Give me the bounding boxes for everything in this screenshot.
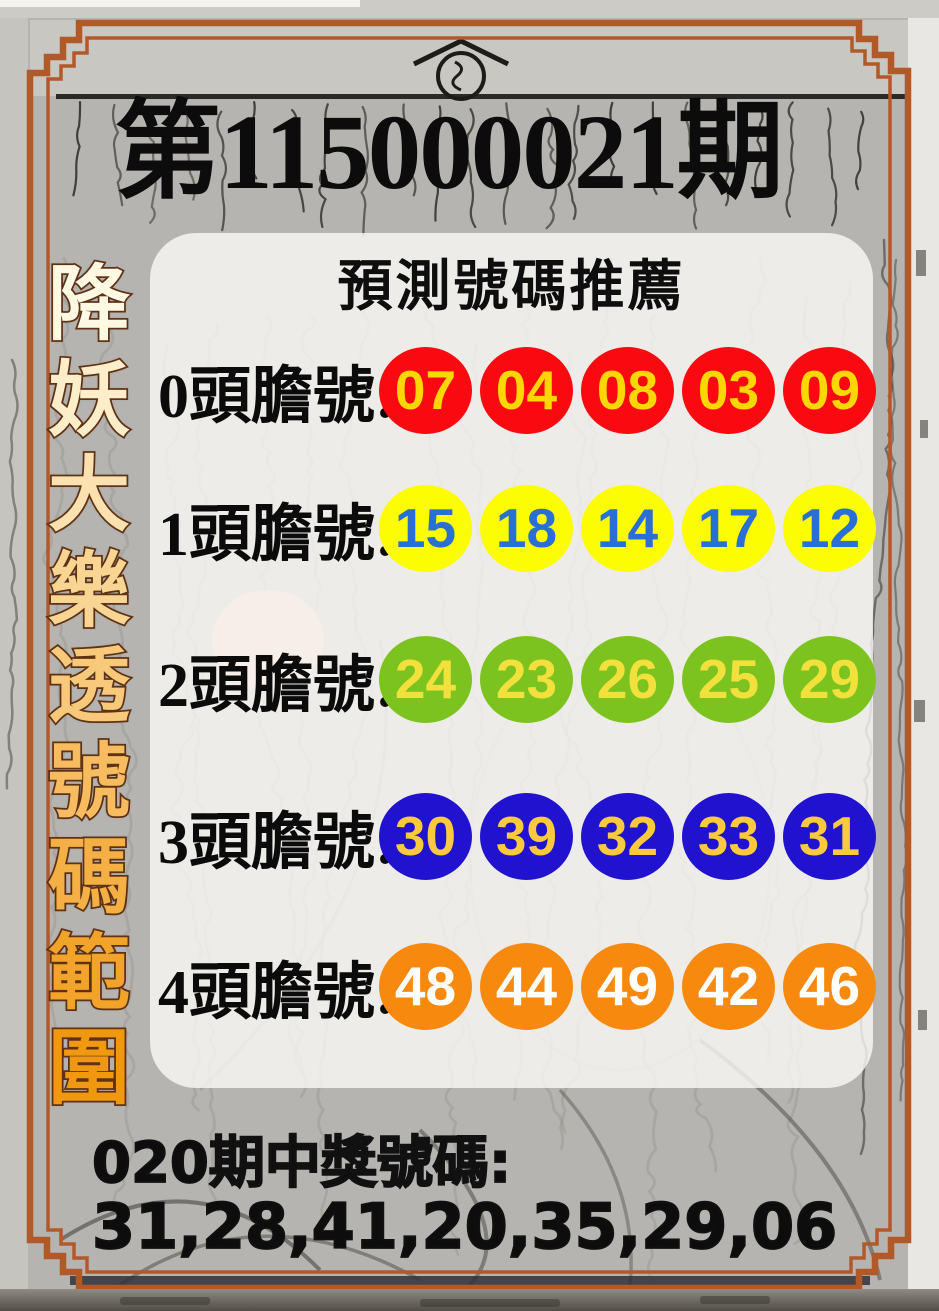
prediction-row: 1頭膽號: 15 18 14 17 12 — [158, 482, 876, 574]
lottery-ball: 23 — [480, 635, 573, 723]
lottery-ball: 07 — [379, 346, 472, 434]
ball-group: 15 18 14 17 12 — [379, 484, 876, 572]
lottery-ball: 33 — [682, 792, 775, 880]
row-label: 3頭膽號: — [158, 809, 396, 877]
lottery-ball: 09 — [783, 346, 876, 434]
paper-tear-highlight — [0, 0, 360, 7]
previous-draw-label: 020期中獎號碼: — [91, 1130, 512, 1197]
row-label: 1頭膽號: — [158, 501, 396, 569]
prediction-row: 2頭膽號: 24 23 26 25 29 — [158, 633, 876, 725]
lottery-ball: 08 — [581, 346, 674, 434]
sidebar-char: 圍 — [46, 1020, 132, 1118]
lottery-ball: 31 — [783, 792, 876, 880]
lottery-ball: 48 — [379, 942, 472, 1030]
lottery-ball: 29 — [783, 635, 876, 723]
ball-group: 07 04 08 03 09 — [379, 346, 876, 434]
prediction-row: 3頭膽號: 30 39 32 33 31 — [158, 790, 876, 882]
sidebar-char: 碼 — [46, 829, 132, 927]
sidebar-char: 大 — [46, 447, 132, 545]
lottery-ball: 15 — [379, 484, 472, 572]
lottery-ball: 17 — [682, 484, 775, 572]
lottery-ball: 24 — [379, 635, 472, 723]
lottery-ball: 49 — [581, 942, 674, 1030]
ball-group: 24 23 26 25 29 — [379, 635, 876, 723]
lottery-ball: 26 — [581, 635, 674, 723]
lottery-ball: 12 — [783, 484, 876, 572]
lottery-ball: 04 — [480, 346, 573, 434]
lottery-ball: 42 — [682, 942, 775, 1030]
prediction-row: 0頭膽號: 07 04 08 03 09 — [158, 344, 876, 436]
sidebar-char: 樂 — [46, 542, 132, 640]
lottery-ball: 46 — [783, 942, 876, 1030]
lottery-ball: 18 — [480, 484, 573, 572]
paper-left-edge — [0, 0, 28, 1311]
ball-group: 30 39 32 33 31 — [379, 792, 876, 880]
period-title: 第115000021期 — [114, 94, 784, 212]
sidebar-char: 透 — [46, 638, 132, 736]
bottom-dark-band — [70, 1276, 870, 1285]
panel-subtitle: 預測號碼推薦 — [337, 256, 686, 317]
paper-bottom-edge — [0, 1289, 939, 1311]
sidebar-char: 妖 — [46, 351, 132, 449]
lottery-ball: 39 — [480, 792, 573, 880]
lottery-ball: 32 — [581, 792, 674, 880]
lottery-ball: 44 — [480, 942, 573, 1030]
previous-draw-numbers: 31,28,41,20,35,29,06 — [91, 1189, 838, 1264]
row-label: 2頭膽號: — [158, 652, 396, 720]
lottery-ball: 14 — [581, 484, 674, 572]
sidebar-char: 號 — [46, 733, 132, 831]
sidebar-char: 範 — [46, 924, 132, 1022]
sidebar-char: 降 — [46, 256, 132, 354]
lottery-ball: 03 — [682, 346, 775, 434]
lottery-ball: 30 — [379, 792, 472, 880]
prediction-row: 4頭膽號: 48 44 49 42 46 — [158, 940, 876, 1032]
paper-top-band — [30, 20, 908, 96]
row-label: 4頭膽號: — [158, 959, 396, 1027]
ball-group: 48 44 49 42 46 — [379, 942, 876, 1030]
row-label: 0頭膽號: — [158, 363, 396, 431]
sidebar-vertical-title: 降妖大樂透號碼範圍 — [46, 249, 132, 1118]
lottery-ball: 25 — [682, 635, 775, 723]
paper-right-edge — [908, 0, 939, 1311]
prediction-panel: 預測號碼推薦 0頭膽號: 07 04 08 03 09 1頭膽號: 15 18 … — [150, 233, 876, 1088]
